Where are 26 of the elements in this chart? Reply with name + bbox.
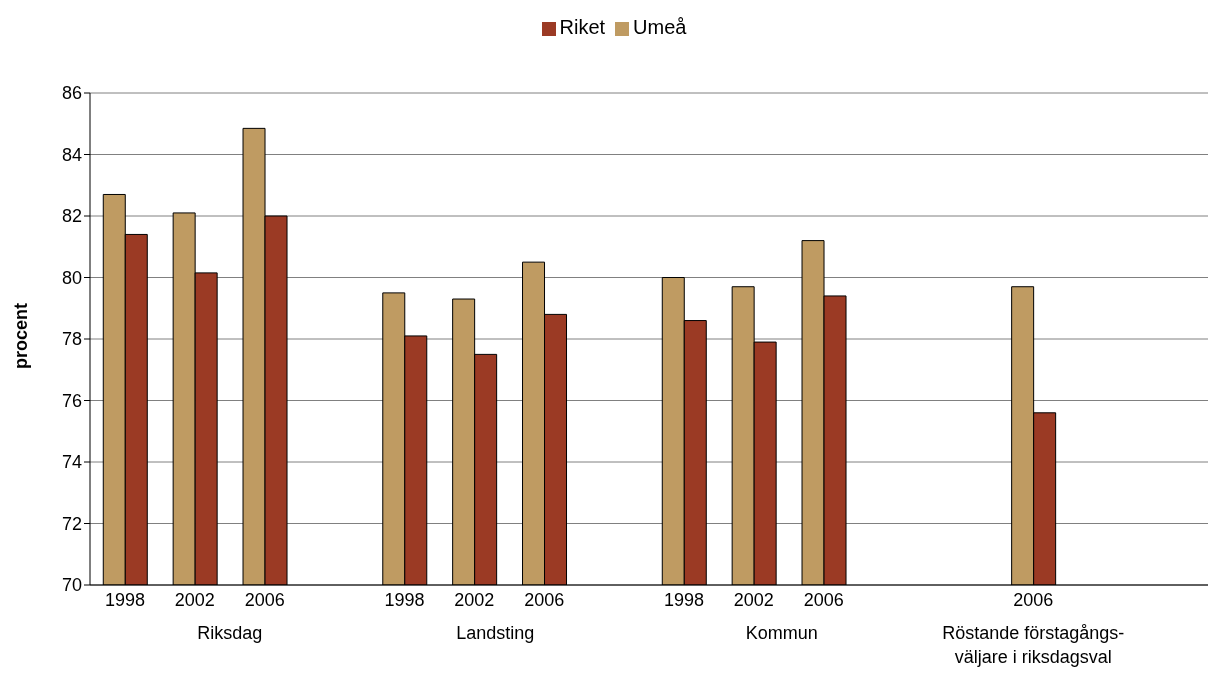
x-tick-label: 2006 bbox=[524, 589, 565, 610]
y-tick-label: 72 bbox=[61, 513, 82, 534]
x-tick-label: 2006 bbox=[1013, 589, 1054, 610]
text: Landsting bbox=[455, 622, 536, 645]
x-tick-label: 2002 bbox=[733, 589, 774, 610]
text: Kommun bbox=[744, 622, 819, 645]
x-tick-label: 2002 bbox=[454, 589, 495, 610]
y-tick-label: 70 bbox=[61, 575, 82, 596]
y-tick-label: 86 bbox=[61, 83, 82, 104]
x-tick-label: 1998 bbox=[104, 589, 145, 610]
y-tick-label: 74 bbox=[61, 452, 82, 473]
legend-label: Umeå bbox=[633, 16, 687, 38]
y-tick-label: 80 bbox=[61, 267, 82, 288]
y-tick-label: 84 bbox=[61, 144, 82, 165]
y-tick-label: 76 bbox=[61, 390, 82, 411]
x-tick-label: 1998 bbox=[384, 589, 425, 610]
legend-label: Riket bbox=[559, 16, 606, 38]
x-tick-label: 2006 bbox=[244, 589, 285, 610]
x-tick-label: 2002 bbox=[174, 589, 215, 610]
x-tick-label: 2006 bbox=[803, 589, 844, 610]
x-tick-label: 1998 bbox=[663, 589, 704, 610]
y-tick-label: 78 bbox=[61, 329, 82, 350]
y-tick-label: 82 bbox=[61, 206, 82, 227]
text: Riksdag bbox=[196, 622, 264, 645]
text: Röstande förstagångs- väljare i riksdagsval bbox=[941, 622, 1126, 669]
y-axis-title: procent bbox=[11, 302, 32, 369]
